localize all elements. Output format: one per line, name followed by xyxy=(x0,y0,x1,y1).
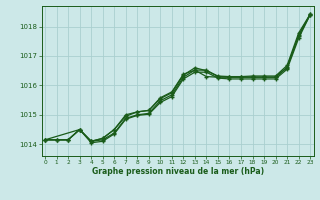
X-axis label: Graphe pression niveau de la mer (hPa): Graphe pression niveau de la mer (hPa) xyxy=(92,167,264,176)
